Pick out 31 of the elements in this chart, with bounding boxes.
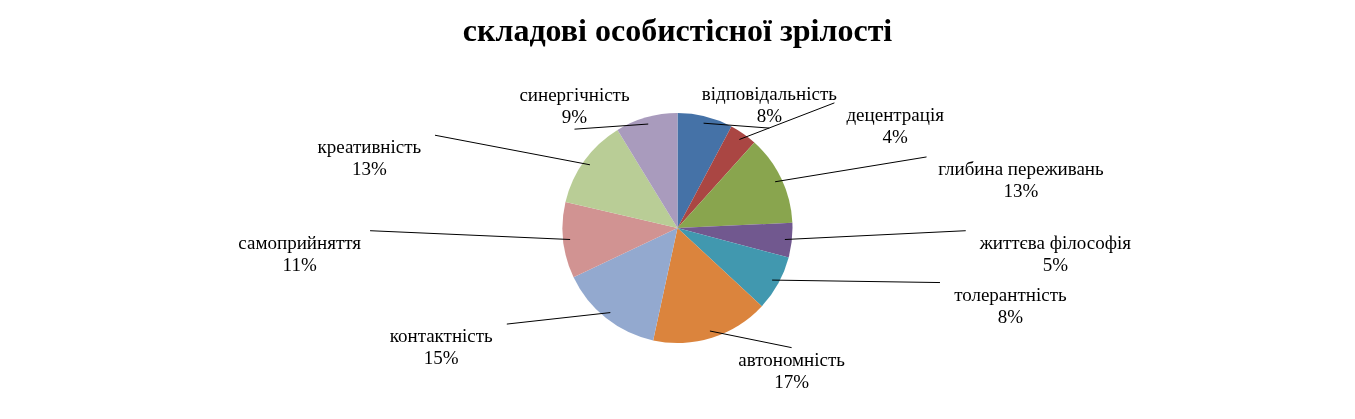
- chart-title: складові особистісної зрілості: [462, 12, 893, 48]
- slice-label: глибина переживань: [938, 157, 1105, 179]
- pie-slice: [677, 113, 732, 228]
- data-label: 13%: [1003, 179, 1039, 201]
- slice-label: відповідальність: [701, 83, 838, 105]
- slice-label: життєва філософія: [978, 231, 1132, 253]
- data-label: 17%: [774, 370, 810, 392]
- data-label: 11%: [282, 253, 317, 275]
- data-label: 15%: [423, 347, 459, 369]
- data-label: 8%: [997, 305, 1024, 327]
- data-label: 8%: [756, 105, 783, 127]
- pie-slice: [565, 129, 678, 228]
- slice-label: креативність: [317, 136, 422, 158]
- pie-slice: [653, 228, 762, 343]
- pie-slice: [562, 201, 678, 278]
- pie-slice: [617, 113, 678, 228]
- pie-slice: [677, 228, 789, 307]
- slice-label: синергічність: [519, 84, 630, 106]
- pie-slice: [677, 222, 793, 258]
- pie-slice: [573, 228, 678, 341]
- slice-label: децентрація: [846, 103, 945, 125]
- pie-slice: [677, 142, 793, 228]
- slice-label: контактність: [389, 325, 494, 347]
- slice-label: автономність: [738, 348, 846, 370]
- data-label: 5%: [1042, 253, 1069, 275]
- slice-label: самоприйняття: [238, 231, 362, 253]
- pie-slice: [677, 126, 755, 228]
- slice-label: толерантність: [954, 283, 1067, 305]
- data-label: 9%: [561, 106, 588, 128]
- data-label: 13%: [351, 158, 387, 180]
- data-label: 4%: [882, 125, 909, 147]
